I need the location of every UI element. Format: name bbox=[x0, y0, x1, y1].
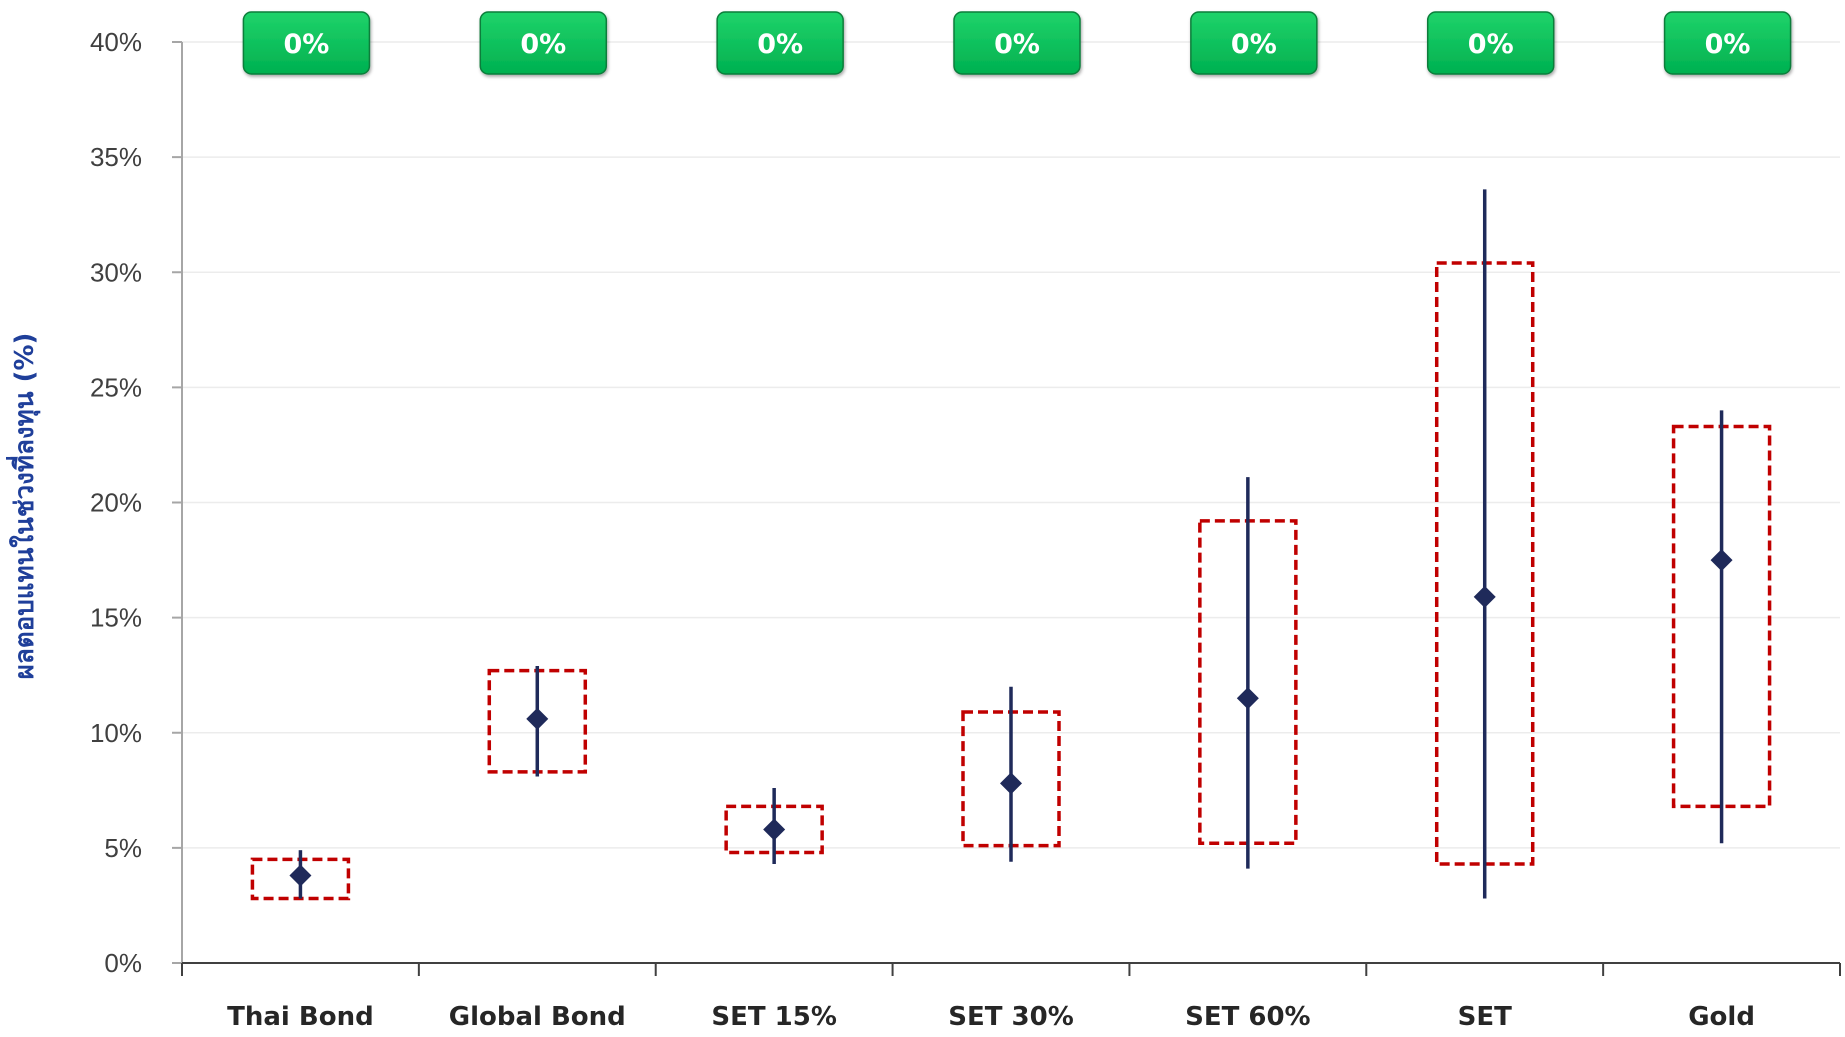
badge-label: 0% bbox=[1231, 29, 1277, 60]
x-tick-label: SET 30% bbox=[948, 1002, 1074, 1032]
badge: 0% bbox=[1663, 11, 1792, 75]
badge-bg bbox=[716, 11, 844, 75]
x-tick-label: SET 15% bbox=[711, 1002, 837, 1032]
x-axis: Thai Bond Global Bond SET 15% SET 30% SET 60… bbox=[181, 962, 1841, 1032]
badge-bg bbox=[1426, 11, 1555, 75]
mean-marker bbox=[289, 864, 312, 887]
badge: 0% bbox=[1426, 11, 1555, 75]
y-tick-label: 5% bbox=[104, 833, 142, 863]
box-group bbox=[487, 665, 588, 777]
x-tick-label: SET bbox=[1458, 1002, 1512, 1032]
box-group bbox=[1671, 410, 1772, 844]
boxes bbox=[250, 189, 1772, 901]
y-axis: 0% 5% 10% 15% 20% 25% 30% 35% 40% bbox=[90, 27, 183, 978]
badge-label: 0% bbox=[284, 29, 330, 60]
box-group bbox=[1198, 477, 1298, 869]
mean-marker bbox=[763, 818, 786, 841]
mean-marker bbox=[1000, 772, 1022, 795]
badge: 0% bbox=[242, 11, 371, 75]
y-tick-label: 40% bbox=[90, 27, 142, 57]
badges: 0% 0% 0% 0% 0% 0% 0% bbox=[242, 11, 1792, 75]
badge-label: 0% bbox=[1468, 29, 1514, 60]
y-tick-label: 0% bbox=[104, 948, 142, 978]
y-tick-label: 30% bbox=[90, 257, 142, 287]
y-axis-label: ผลตอบแทนในช่วงที่ลงทุน (%) bbox=[5, 333, 41, 680]
badge: 0% bbox=[953, 11, 1081, 75]
y-tick-label: 25% bbox=[90, 372, 142, 402]
box-group bbox=[1434, 189, 1535, 899]
y-tick-label: 35% bbox=[90, 142, 142, 172]
x-tick-label: Thai Bond bbox=[227, 1002, 374, 1032]
badge-bg bbox=[1663, 11, 1792, 75]
x-tick-label: Gold bbox=[1688, 1002, 1755, 1032]
box-group bbox=[250, 850, 351, 901]
badge-bg bbox=[479, 11, 608, 75]
box-group bbox=[724, 788, 824, 864]
badge-bg bbox=[1190, 11, 1318, 75]
badge: 0% bbox=[1190, 11, 1318, 75]
mean-marker bbox=[1473, 585, 1496, 608]
box-group bbox=[961, 686, 1061, 862]
mean-marker bbox=[1236, 687, 1259, 710]
gridlines bbox=[182, 41, 1840, 849]
badge-bg bbox=[242, 11, 371, 75]
x-tick-label: SET 60% bbox=[1185, 1002, 1311, 1032]
badge-bg bbox=[953, 11, 1081, 75]
mean-marker bbox=[1710, 549, 1733, 572]
mean-marker bbox=[526, 707, 549, 730]
y-tick-label: 20% bbox=[90, 488, 142, 518]
y-tick-label: 15% bbox=[90, 603, 142, 633]
x-tick-label: Global Bond bbox=[449, 1002, 626, 1032]
badge: 0% bbox=[479, 11, 608, 75]
badge-label: 0% bbox=[1705, 29, 1751, 60]
badge: 0% bbox=[716, 11, 844, 75]
badge-label: 0% bbox=[994, 29, 1040, 60]
y-tick-label: 10% bbox=[90, 718, 142, 748]
badge-label: 0% bbox=[520, 29, 566, 60]
badge-label: 0% bbox=[757, 29, 803, 60]
